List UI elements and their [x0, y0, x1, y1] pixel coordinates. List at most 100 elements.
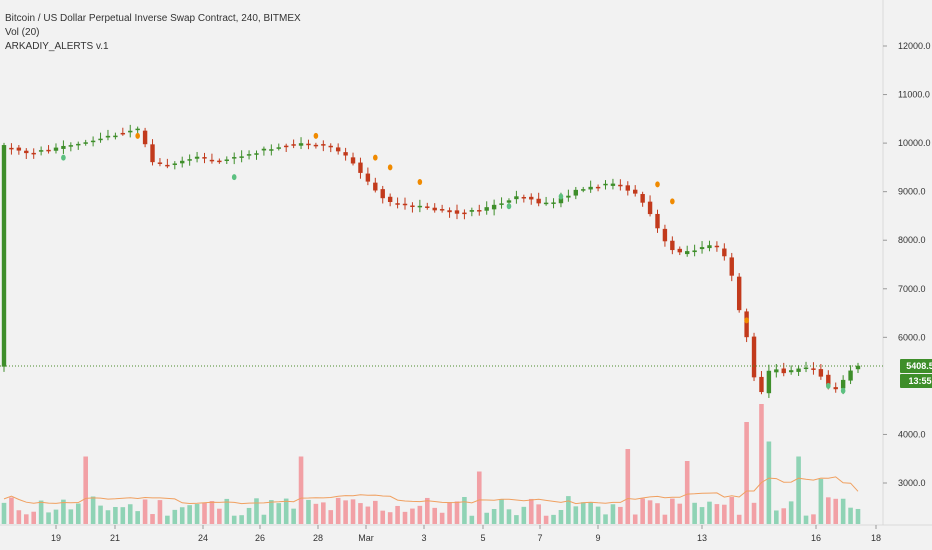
- volume-bar: [209, 501, 215, 524]
- candle-body: [618, 184, 623, 187]
- candle-body: [165, 164, 170, 167]
- candle-body: [610, 183, 616, 186]
- volume-bar: [120, 507, 126, 524]
- alert-buy-marker: [825, 382, 831, 389]
- candle-body: [150, 144, 155, 163]
- candle-body: [529, 196, 534, 200]
- volume-bar: [343, 500, 348, 524]
- volume-bar: [90, 496, 96, 524]
- candle-body: [343, 152, 348, 156]
- candle-body: [640, 194, 645, 203]
- y-tick-label: 9000.0: [898, 187, 926, 197]
- candle-body: [595, 186, 601, 189]
- volume-bar: [840, 498, 846, 524]
- alert-sell-marker: [655, 181, 660, 188]
- volume-bar: [9, 497, 14, 524]
- candle-body: [558, 198, 564, 204]
- volume-bar: [699, 507, 705, 524]
- volume-bar: [135, 511, 140, 524]
- volume-bar: [640, 498, 645, 524]
- candle-body: [157, 162, 163, 164]
- candle-body: [105, 135, 111, 138]
- volume-bar: [811, 514, 816, 524]
- candle-body: [543, 202, 549, 205]
- alert-buy-marker: [231, 174, 237, 181]
- volume-bar: [491, 509, 497, 524]
- y-tick-label: 12000.0: [898, 41, 931, 51]
- y-tick-label: 8000.0: [898, 235, 926, 245]
- candle-body: [788, 370, 794, 373]
- volume-bar: [588, 502, 593, 524]
- candle-body: [766, 370, 772, 394]
- current-price-badge: [900, 359, 932, 374]
- x-tick-label: 16: [811, 533, 821, 543]
- volume-bar: [788, 501, 794, 524]
- volume-bar: [350, 499, 356, 524]
- volume-bar: [38, 500, 44, 524]
- candle-body: [402, 203, 408, 206]
- volume-bar: [714, 504, 720, 524]
- candle-body: [313, 144, 319, 147]
- candle-body: [410, 205, 415, 207]
- candle-body: [38, 150, 44, 152]
- volume-bar: [31, 511, 37, 524]
- candle-body: [358, 162, 363, 173]
- candle-body: [128, 130, 133, 133]
- candle-body: [187, 159, 192, 161]
- candle-body: [321, 144, 326, 146]
- candle-body: [818, 369, 824, 377]
- volume-bar: [528, 498, 534, 524]
- candle-body: [588, 186, 593, 190]
- chart-legend-title: Bitcoin / US Dollar Perpetual Inverse Sw…: [5, 13, 301, 24]
- candle-body: [387, 196, 393, 202]
- candle-body: [380, 189, 385, 199]
- candle-body: [751, 336, 757, 378]
- volume-bar: [395, 505, 400, 524]
- volume-bar: [328, 510, 334, 524]
- volume-bar: [254, 498, 259, 524]
- volume-bar: [476, 471, 482, 524]
- volume-bar: [417, 505, 423, 524]
- candle-body: [833, 387, 838, 390]
- candle-body: [209, 159, 215, 162]
- volume-bar: [53, 509, 59, 524]
- candle-body: [217, 160, 222, 163]
- candle-body: [76, 143, 81, 146]
- candle-body: [454, 210, 460, 214]
- volume-bar: [217, 508, 222, 524]
- volume-bar: [157, 500, 163, 524]
- volume-bar: [387, 512, 393, 524]
- alert-sell-marker: [417, 178, 423, 185]
- alert-sell-marker: [313, 132, 319, 139]
- volume-bar: [536, 504, 541, 524]
- x-tick-label: 7: [537, 533, 542, 543]
- candle-body: [514, 196, 519, 200]
- volume-bar: [269, 500, 274, 524]
- volume-bar: [781, 508, 787, 524]
- volume-bar: [373, 500, 378, 524]
- volume-bar: [796, 456, 801, 524]
- volume-bar: [68, 509, 74, 524]
- candle-body: [469, 210, 475, 212]
- candle-body: [53, 147, 59, 151]
- candle-body: [31, 152, 36, 155]
- volume-bar: [113, 506, 118, 524]
- volume-bar: [224, 498, 230, 524]
- volume-bar: [16, 510, 22, 524]
- volume-bar: [202, 502, 207, 524]
- candle-body: [373, 182, 378, 191]
- candle-body: [759, 376, 764, 393]
- volume-bar: [729, 496, 735, 524]
- candle-body: [269, 149, 274, 151]
- candle-body: [655, 213, 660, 229]
- x-tick-label: 9: [595, 533, 600, 543]
- candle-body: [484, 207, 489, 211]
- volume-bar: [573, 506, 579, 524]
- volume-bar: [454, 501, 460, 524]
- candle-body: [848, 370, 853, 381]
- volume-bar: [194, 504, 200, 524]
- candle-body: [551, 202, 556, 204]
- volume-bar: [722, 504, 727, 524]
- candle-body: [439, 209, 445, 211]
